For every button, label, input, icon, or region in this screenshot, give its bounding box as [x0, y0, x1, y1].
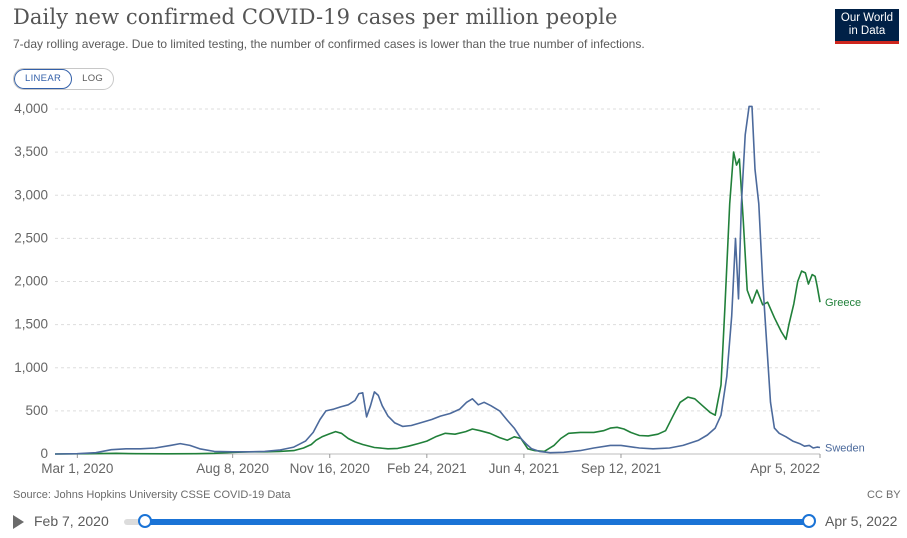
scale-toggle: LINEAR LOG [13, 68, 115, 90]
gridlines [55, 108, 820, 455]
log-scale-button[interactable]: LOG [82, 73, 104, 84]
series-lines [54, 105, 821, 455]
timeline-selected-range [145, 519, 810, 525]
series-label-greece[interactable]: Greece [825, 297, 861, 309]
license-link[interactable]: CC BY [867, 489, 901, 501]
play-icon[interactable] [13, 515, 24, 529]
y-tick-label: 0 [40, 446, 48, 461]
y-tick-label: 4,000 [14, 101, 48, 116]
x-tick-label: Aug 8, 2020 [196, 461, 269, 476]
y-tick-label: 1,000 [14, 360, 48, 375]
x-tick-label: Mar 1, 2020 [41, 461, 113, 476]
series-line-sweden[interactable] [54, 105, 821, 455]
linear-scale-button[interactable]: LINEAR [14, 69, 73, 89]
logo-line-1: Our World [840, 12, 894, 24]
y-tick-label: 3,000 [14, 187, 48, 202]
timeline-start-handle[interactable] [138, 514, 152, 528]
y-axis-ticks: 0 500 1,000 1,500 2,000 2,500 3,000 3,500 4,000 [14, 101, 48, 461]
x-tick-label: Jun 4, 2021 [489, 461, 560, 476]
y-tick-label: 1,500 [14, 317, 48, 332]
timeline-start-label: Feb 7, 2020 [34, 513, 109, 529]
logo-line-2: in Data [848, 24, 886, 37]
y-tick-label: 2,000 [14, 274, 48, 289]
chart-title: Daily new confirmed COVID-19 cases per m… [13, 5, 618, 29]
y-tick-label: 2,500 [14, 230, 48, 245]
x-axis-ticks: Mar 1, 2020 Aug 8, 2020 Nov 16, 2020 Feb 24… [41, 454, 821, 476]
owid-logo[interactable]: Our World in Data [835, 9, 899, 44]
x-tick-label: Nov 16, 2020 [290, 461, 370, 476]
chart-subtitle: 7-day rolling average. Due to limited te… [13, 37, 645, 51]
y-tick-label: 500 [25, 403, 48, 418]
series-labels: Greece Sweden [825, 297, 865, 454]
source-note[interactable]: Source: Johns Hopkins University CSSE CO… [13, 489, 291, 501]
x-tick-label: Feb 24, 2021 [387, 461, 467, 476]
timeline-end-label: Apr 5, 2022 [825, 513, 898, 529]
y-tick-label: 3,500 [14, 144, 48, 159]
x-tick-label: Apr 5, 2022 [750, 461, 820, 476]
x-tick-label: Sep 12, 2021 [581, 461, 661, 476]
series-line-greece[interactable] [54, 151, 821, 455]
series-label-sweden[interactable]: Sweden [825, 443, 865, 455]
timeline-end-handle[interactable] [802, 514, 816, 528]
